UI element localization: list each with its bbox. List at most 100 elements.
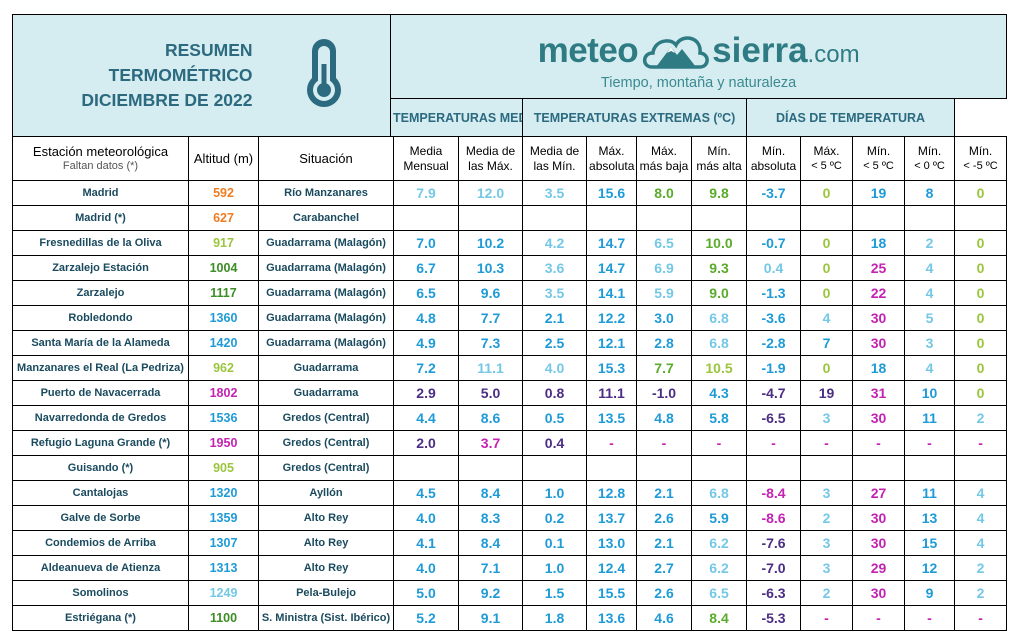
thermometer-icon-svg xyxy=(307,39,342,107)
value-cell: 2.0 xyxy=(393,430,460,456)
value-cell: 6.8 xyxy=(691,330,748,356)
col-media-max: Media de las Máx. xyxy=(458,136,524,181)
value-cell: 4.4 xyxy=(393,405,460,431)
value-cell xyxy=(458,455,524,481)
table-row: Guisando (*) 905 Gredos (Central) xyxy=(12,455,1008,481)
value-cell xyxy=(904,205,956,231)
value-cell: 2 xyxy=(800,505,854,531)
table-row: Estriégana (*) 1100 S. Ministra (Sist. Ibé… xyxy=(12,605,1008,631)
value-cell xyxy=(904,455,956,481)
value-cell: 8.0 xyxy=(636,180,693,206)
value-cell: 2.1 xyxy=(636,480,693,506)
value-cell: 0 xyxy=(954,230,1008,256)
table-row: Somolinos 1249 Pela-Bulejo 5.0 9.2 1.5 15.5 2.6… xyxy=(12,580,1008,606)
value-cell: 7.1 xyxy=(458,555,524,581)
value-cell: 4.3 xyxy=(691,380,748,406)
situation-value: Guadarrama (Malagón) xyxy=(258,305,395,331)
table-row: Robledondo 1360 Guadarrama (Malagón) 4.8 7.7… xyxy=(12,305,1008,331)
altitude-value: 1307 xyxy=(187,530,260,556)
value-cell: 5.9 xyxy=(636,280,693,306)
col-min-abs: Mín. absoluta xyxy=(746,136,802,181)
value-cell: -6.5 xyxy=(746,405,802,431)
value-cell: 6.2 xyxy=(691,530,748,556)
value-cell: 0 xyxy=(954,305,1008,331)
value-cell: 6.5 xyxy=(636,230,693,256)
value-cell xyxy=(852,455,906,481)
value-cell: 8.4 xyxy=(458,530,524,556)
table-row: Madrid (*) 627 Carabanchel xyxy=(12,205,1008,231)
value-cell xyxy=(586,455,638,481)
value-cell: 6.5 xyxy=(393,280,460,306)
value-cell: 12.1 xyxy=(586,330,638,356)
table-row: Cantalojas 1320 Ayllón 4.5 8.4 1.0 12.8 2.1 6.8-… xyxy=(12,480,1008,506)
value-cell: 22 xyxy=(852,280,906,306)
value-cell: - xyxy=(586,430,638,456)
altitude-value: 1313 xyxy=(187,555,260,581)
value-cell: 2 xyxy=(904,230,956,256)
value-cell: 6.2 xyxy=(691,555,748,581)
value-cell: 5 xyxy=(904,305,956,331)
value-cell: -4.7 xyxy=(746,380,802,406)
value-cell: -0.7 xyxy=(746,230,802,256)
station-name: Condemios de Arriba xyxy=(12,530,189,556)
value-cell: 14.7 xyxy=(586,230,638,256)
table-row: Galve de Sorbe 1359 Alto Rey 4.0 8.3 0.2 13.7 2… xyxy=(12,505,1008,531)
table-row: Aldeanueva de Atienza 1313 Alto Rey 4.0 7.1 1… xyxy=(12,555,1008,581)
value-cell: 2.8 xyxy=(636,330,693,356)
value-cell xyxy=(691,205,748,231)
value-cell xyxy=(458,205,524,231)
value-cell: - xyxy=(904,605,956,631)
station-name: Madrid (*) xyxy=(12,205,189,231)
situation-value: Guadarrama xyxy=(258,380,395,406)
situation-value: Gredos (Central) xyxy=(258,430,395,456)
value-cell: - xyxy=(800,430,854,456)
value-cell: 14.7 xyxy=(586,255,638,281)
value-cell: -1.0 xyxy=(636,380,693,406)
value-cell: 6.7 xyxy=(393,255,460,281)
value-cell: 30 xyxy=(852,330,906,356)
value-cell: -1.3 xyxy=(746,280,802,306)
value-cell: 2.5 xyxy=(522,330,588,356)
table-row: Fresnedillas de la Oliva 917 Guadarrama (M… xyxy=(12,230,1008,256)
value-cell: 9 xyxy=(904,580,956,606)
value-cell: 15.3 xyxy=(586,355,638,381)
situation-value: Pela-Bulejo xyxy=(258,580,395,606)
value-cell: 2 xyxy=(954,555,1008,581)
value-cell: 3 xyxy=(800,530,854,556)
altitude-value: 1100 xyxy=(187,605,260,631)
value-cell: 4.5 xyxy=(393,480,460,506)
col-min-high: Mín. más alta xyxy=(691,136,748,181)
value-cell: 30 xyxy=(852,505,906,531)
value-cell: 4 xyxy=(904,255,956,281)
value-cell: 12.4 xyxy=(586,555,638,581)
group-dias: DÍAS DE TEMPERATURA xyxy=(746,98,956,137)
col-days-max5: Máx. < 5 ºC xyxy=(800,136,854,181)
station-name: Estriégana (*) xyxy=(12,605,189,631)
situation-value: Ayllón xyxy=(258,480,395,506)
situation-value: Guadarrama (Malagón) xyxy=(258,330,395,356)
value-cell: 15.5 xyxy=(586,580,638,606)
value-cell: 1.0 xyxy=(522,480,588,506)
col-max-low: Máx. más baja xyxy=(636,136,693,181)
table-row: Madrid 592 Río Manzanares 7.9 12.0 3.5 15.6 8.0… xyxy=(12,180,1008,206)
value-cell: 0.2 xyxy=(522,505,588,531)
altitude-value: 1536 xyxy=(187,405,260,431)
value-cell: 5.9 xyxy=(691,505,748,531)
value-cell: 10.2 xyxy=(458,230,524,256)
situation-value: Alto Rey xyxy=(258,530,395,556)
brand-logo: meteo sierra .com Tiempo, montaña y natu… xyxy=(390,14,1008,99)
situation-value: S. Ministra (Sist. Ibérico) xyxy=(258,605,395,631)
value-cell xyxy=(636,205,693,231)
value-cell: 10.0 xyxy=(691,230,748,256)
value-cell: 19 xyxy=(852,180,906,206)
situation-value: Río Manzanares xyxy=(258,180,395,206)
value-cell: 13.0 xyxy=(586,530,638,556)
value-cell: -2.8 xyxy=(746,330,802,356)
value-cell: 7.2 xyxy=(393,355,460,381)
logo-word-sierra: sierra xyxy=(712,30,808,70)
altitude-value: 1802 xyxy=(187,380,260,406)
station-name: Puerto de Navacerrada xyxy=(12,380,189,406)
value-cell: 4.8 xyxy=(636,405,693,431)
value-cell: 0.4 xyxy=(522,430,588,456)
station-name: Guisando (*) xyxy=(12,455,189,481)
